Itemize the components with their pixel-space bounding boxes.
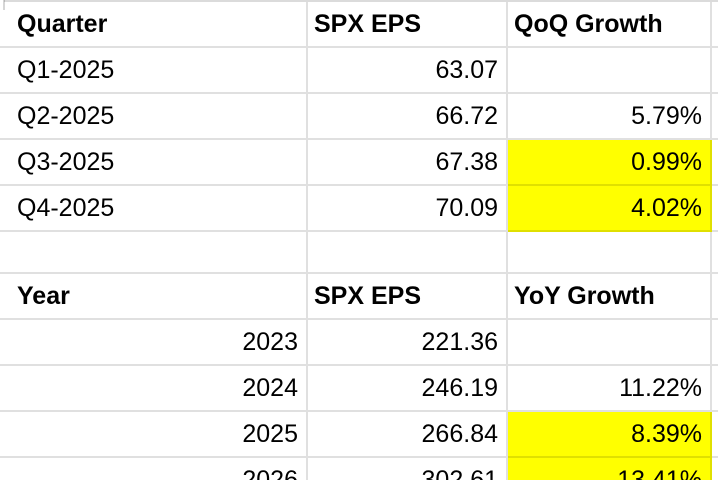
- cell-sliver: [712, 48, 718, 94]
- cell-2023-year[interactable]: 2023: [0, 320, 308, 366]
- cell-q1-2025-label[interactable]: Q1-2025: [0, 48, 308, 94]
- cell-spx-eps-header-y[interactable]: SPX EPS: [308, 274, 508, 320]
- cell-blank[interactable]: [308, 232, 508, 274]
- table-row: 2025 266.84 8.39%: [0, 412, 718, 458]
- cell-sliver: [712, 366, 718, 412]
- cell-yoy-growth-header[interactable]: YoY Growth: [508, 274, 712, 320]
- cell-sliver: [712, 94, 718, 140]
- table-row: 2026 302.61 13.41%: [0, 458, 718, 480]
- cell-qoq-growth-header[interactable]: QoQ Growth: [508, 2, 712, 48]
- quarterly-header-row: Quarter SPX EPS QoQ Growth: [0, 2, 718, 48]
- cell-2024-eps[interactable]: 246.19: [308, 366, 508, 412]
- table-row: Q2-2025 66.72 5.79%: [0, 94, 718, 140]
- cell-q3-2025-label[interactable]: Q3-2025: [0, 140, 308, 186]
- gridline-top-left-tick: [3, 0, 5, 10]
- table-row: Q1-2025 63.07: [0, 48, 718, 94]
- cell-sliver: [712, 412, 718, 458]
- table-row: Q3-2025 67.38 0.99%: [0, 140, 718, 186]
- cell-2023-eps[interactable]: 221.36: [308, 320, 508, 366]
- cell-q4-2025-qoq[interactable]: 4.02%: [508, 186, 712, 232]
- cell-2026-eps[interactable]: 302.61: [308, 458, 508, 480]
- cell-q1-2025-eps[interactable]: 63.07: [308, 48, 508, 94]
- cell-2025-yoy[interactable]: 8.39%: [508, 412, 712, 458]
- annual-header-row: Year SPX EPS YoY Growth: [0, 274, 718, 320]
- cell-q1-2025-qoq[interactable]: [508, 48, 712, 94]
- cell-q2-2025-label[interactable]: Q2-2025: [0, 94, 308, 140]
- cell-2026-year[interactable]: 2026: [0, 458, 308, 480]
- blank-row: [0, 232, 718, 274]
- cell-q2-2025-eps[interactable]: 66.72: [308, 94, 508, 140]
- cell-2024-year[interactable]: 2024: [0, 366, 308, 412]
- cell-quarter-header[interactable]: Quarter: [0, 2, 308, 48]
- cell-2025-eps[interactable]: 266.84: [308, 412, 508, 458]
- cell-q3-2025-eps[interactable]: 67.38: [308, 140, 508, 186]
- cell-spx-eps-header-q[interactable]: SPX EPS: [308, 2, 508, 48]
- cell-sliver: [712, 458, 718, 480]
- cell-2024-yoy[interactable]: 11.22%: [508, 366, 712, 412]
- cell-q4-2025-eps[interactable]: 70.09: [308, 186, 508, 232]
- cell-q2-2025-qoq[interactable]: 5.79%: [508, 94, 712, 140]
- cell-blank[interactable]: [0, 232, 308, 274]
- cell-2025-year[interactable]: 2025: [0, 412, 308, 458]
- cell-q4-2025-label[interactable]: Q4-2025: [0, 186, 308, 232]
- cell-sliver: [712, 140, 718, 186]
- cell-year-header[interactable]: Year: [0, 274, 308, 320]
- table-row: 2023 221.36: [0, 320, 718, 366]
- cell-sliver: [712, 320, 718, 366]
- cell-sliver: [712, 232, 718, 274]
- table-row: 2024 246.19 11.22%: [0, 366, 718, 412]
- cell-2026-yoy[interactable]: 13.41%: [508, 458, 712, 480]
- cell-blank[interactable]: [508, 232, 712, 274]
- cell-2023-yoy[interactable]: [508, 320, 712, 366]
- cell-sliver: [712, 274, 718, 320]
- cell-sliver: [712, 2, 718, 48]
- cell-sliver: [712, 186, 718, 232]
- cell-q3-2025-qoq[interactable]: 0.99%: [508, 140, 712, 186]
- gridline-top: [4, 0, 718, 2]
- table-row: Q4-2025 70.09 4.02%: [0, 186, 718, 232]
